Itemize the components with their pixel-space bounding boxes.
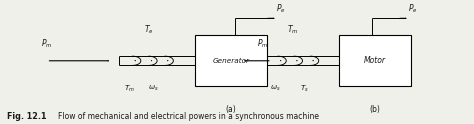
Text: (a): (a) [226, 105, 237, 114]
Text: $P_e$: $P_e$ [408, 2, 418, 15]
Text: $P_m$: $P_m$ [257, 37, 268, 50]
Text: $T_m$: $T_m$ [124, 84, 135, 94]
Text: (b): (b) [370, 105, 381, 114]
Text: Fig. 12.1: Fig. 12.1 [7, 112, 46, 121]
Text: $P_m$: $P_m$ [41, 37, 52, 50]
Text: Flow of mechanical and electrical powers in a synchronous machine: Flow of mechanical and electrical powers… [58, 112, 319, 121]
Text: $T_m$: $T_m$ [287, 24, 299, 36]
Bar [339, 35, 411, 86]
Bar [195, 35, 267, 86]
Text: $P_e$: $P_e$ [276, 2, 285, 15]
Text: Generator: Generator [213, 58, 250, 64]
Text: $\omega_s$: $\omega_s$ [148, 84, 159, 93]
Text: $T_s$: $T_s$ [300, 84, 309, 94]
Text: $T_e$: $T_e$ [144, 24, 154, 36]
Text: $\omega_s$: $\omega_s$ [270, 84, 281, 93]
Text: Motor: Motor [364, 56, 386, 65]
